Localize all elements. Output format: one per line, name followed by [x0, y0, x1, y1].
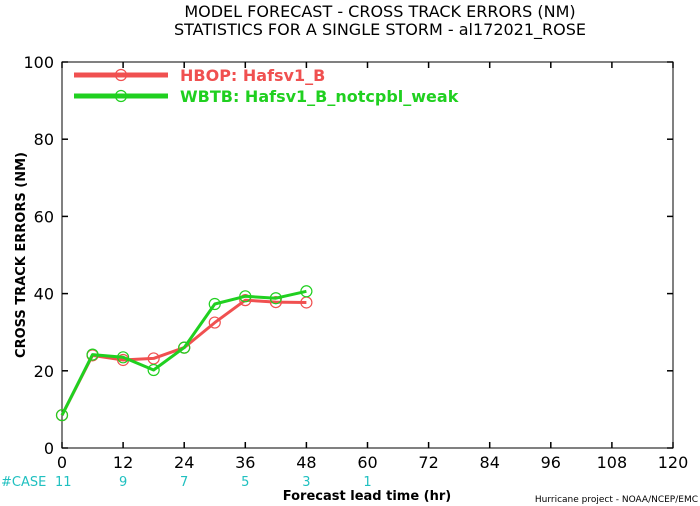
data-point [208, 297, 221, 311]
y-tick-label: 60 [34, 207, 54, 226]
case-row-label: #CASE [1, 475, 46, 490]
case-count: 7 [180, 475, 188, 490]
y-tick-label: 0 [44, 439, 54, 458]
data-point [208, 316, 221, 329]
legend-marker [114, 68, 128, 82]
y-tick-label: 20 [34, 362, 54, 381]
series-line [60, 298, 307, 416]
data-point [269, 292, 282, 305]
data-point [178, 341, 191, 354]
series-layer [55, 285, 313, 422]
series-line [60, 289, 307, 416]
data-point [239, 294, 252, 307]
data-point [239, 290, 252, 303]
x-tick-label: 96 [541, 453, 561, 472]
x-tick-label: 24 [174, 453, 194, 472]
case-count: 9 [119, 475, 127, 490]
y-tick-label: 100 [23, 53, 54, 72]
x-tick-label: 120 [658, 453, 689, 472]
x-tick-label: 60 [357, 453, 377, 472]
legend-item: WBTB: Hafsv1_B_notcpbl_weak [74, 87, 459, 106]
x-tick-label: 0 [57, 453, 67, 472]
plot-frame [61, 61, 674, 449]
legend-label: WBTB: Hafsv1_B_notcpbl_weak [180, 87, 459, 106]
case-count: 3 [302, 475, 310, 490]
data-point [269, 295, 282, 309]
x-tick-label: 12 [113, 453, 133, 472]
plot-border [61, 61, 674, 449]
x-tick-label: 72 [418, 453, 438, 472]
x-tick-label: 48 [296, 453, 316, 472]
x-axis: 0 12 24 36 48 60 72 84 96 108 120 [57, 62, 688, 472]
chart-title: MODEL FORECAST - CROSS TRACK ERRORS (NM) [184, 2, 575, 21]
case-count: 5 [241, 475, 249, 490]
legend-item: HBOP: Hafsv1_B [74, 66, 325, 85]
legend: HBOP: Hafsv1_B WBTB: Hafsv1_B_notcpbl_wea… [74, 66, 459, 106]
x-tick-label: 84 [480, 453, 500, 472]
x-tick-label: 108 [597, 453, 628, 472]
footer-credit: Hurricane project - NOAA/NCEP/EMC [535, 495, 698, 505]
series-1 [55, 294, 313, 422]
data-point [86, 348, 99, 361]
data-point [55, 409, 69, 422]
legend-label: HBOP: Hafsv1_B [180, 66, 325, 85]
data-point [116, 351, 130, 364]
case-count: 1 [363, 475, 371, 490]
chart-subtitle: STATISTICS FOR A SINGLE STORM - al172021… [174, 20, 586, 40]
case-count: 11 [55, 475, 72, 490]
data-point [147, 363, 160, 377]
y-tick-label: 80 [34, 130, 54, 149]
x-tick-label: 36 [235, 453, 255, 472]
series-2 [55, 285, 313, 422]
case-row: #CASE 11 9 7 5 3 1 [1, 475, 372, 490]
x-axis-label: Forecast lead time (hr) [283, 489, 451, 504]
y-tick-label: 40 [34, 285, 54, 304]
y-axis: 0 20 40 60 80 100 [23, 53, 673, 458]
legend-marker [114, 89, 128, 103]
data-point [300, 285, 313, 298]
y-axis-label: CROSS TRACK ERRORS (NM) [14, 152, 29, 358]
